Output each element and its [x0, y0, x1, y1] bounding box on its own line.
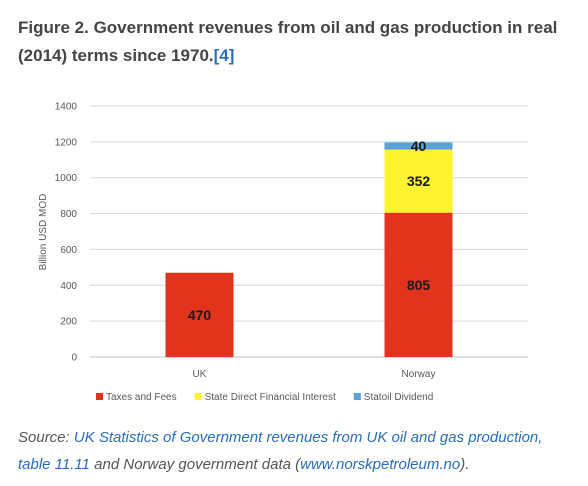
x-tick-label: UK: [193, 369, 207, 380]
y-tick-label: 400: [60, 281, 77, 292]
bar-segment: [384, 142, 453, 150]
y-tick-label: 1000: [55, 173, 78, 184]
y-axis-tick-labels: 0 200 400 600 800 1000 1200 1400: [55, 102, 78, 364]
legend-item: State Direct Financial Interest: [194, 392, 336, 403]
gridlines: [90, 105, 528, 358]
norskpetroleum-link[interactable]: www.norskpetroleum.no: [300, 456, 461, 473]
y-tick-label: 200: [60, 317, 77, 328]
x-tick-label: Norway: [402, 369, 436, 380]
y-tick-label: 600: [60, 245, 77, 256]
legend-item: Taxes and Fees: [96, 392, 177, 403]
legend-label: Taxes and Fees: [106, 392, 177, 403]
legend-label: State Direct Financial Interest: [205, 392, 336, 403]
y-axis-label: Billion USD MOD: [38, 194, 49, 271]
bars: [165, 142, 453, 357]
legend: Taxes and Fees State Direct Financial Int…: [96, 392, 433, 403]
legend-swatch: [353, 393, 361, 400]
bar-segment: [165, 272, 234, 357]
figure-reference-link[interactable]: [4]: [213, 46, 235, 65]
legend-swatch: [194, 393, 202, 400]
source-middle-text: and Norway government data (: [90, 456, 301, 473]
x-axis-tick-labels: UK Norway: [193, 369, 436, 380]
bar-segment: [384, 149, 453, 213]
y-tick-label: 1400: [55, 102, 78, 113]
source-prefix: Source:: [18, 429, 74, 446]
figure-title: Figure 2. Government revenues from oil a…: [18, 14, 578, 70]
uk-statistics-link[interactable]: UK Statistics of Government revenues fro…: [18, 429, 543, 473]
y-tick-label: 0: [71, 353, 77, 364]
y-tick-label: 800: [60, 209, 77, 220]
legend-label: Statoil Dividend: [364, 392, 433, 403]
bar-segment: [384, 212, 453, 357]
y-tick-label: 1200: [55, 137, 78, 148]
bar-data-label: 470: [188, 307, 212, 323]
stacked-bar-chart: 0 200 400 600 800 1000 1200 1400 Billion USD MO…: [38, 102, 528, 403]
bar-data-label: 805: [407, 277, 431, 293]
bar-data-labels: 470 805 352 40: [188, 138, 431, 323]
legend-item: Statoil Dividend: [353, 392, 433, 403]
source-suffix: ).: [460, 456, 470, 473]
bar-data-label: 352: [407, 173, 431, 189]
legend-swatch: [96, 393, 103, 400]
source-note: Source: UK Statistics of Government reve…: [18, 424, 578, 478]
bar-data-label: 40: [411, 138, 427, 154]
figure-title-text: Figure 2. Government revenues from oil a…: [18, 18, 558, 65]
